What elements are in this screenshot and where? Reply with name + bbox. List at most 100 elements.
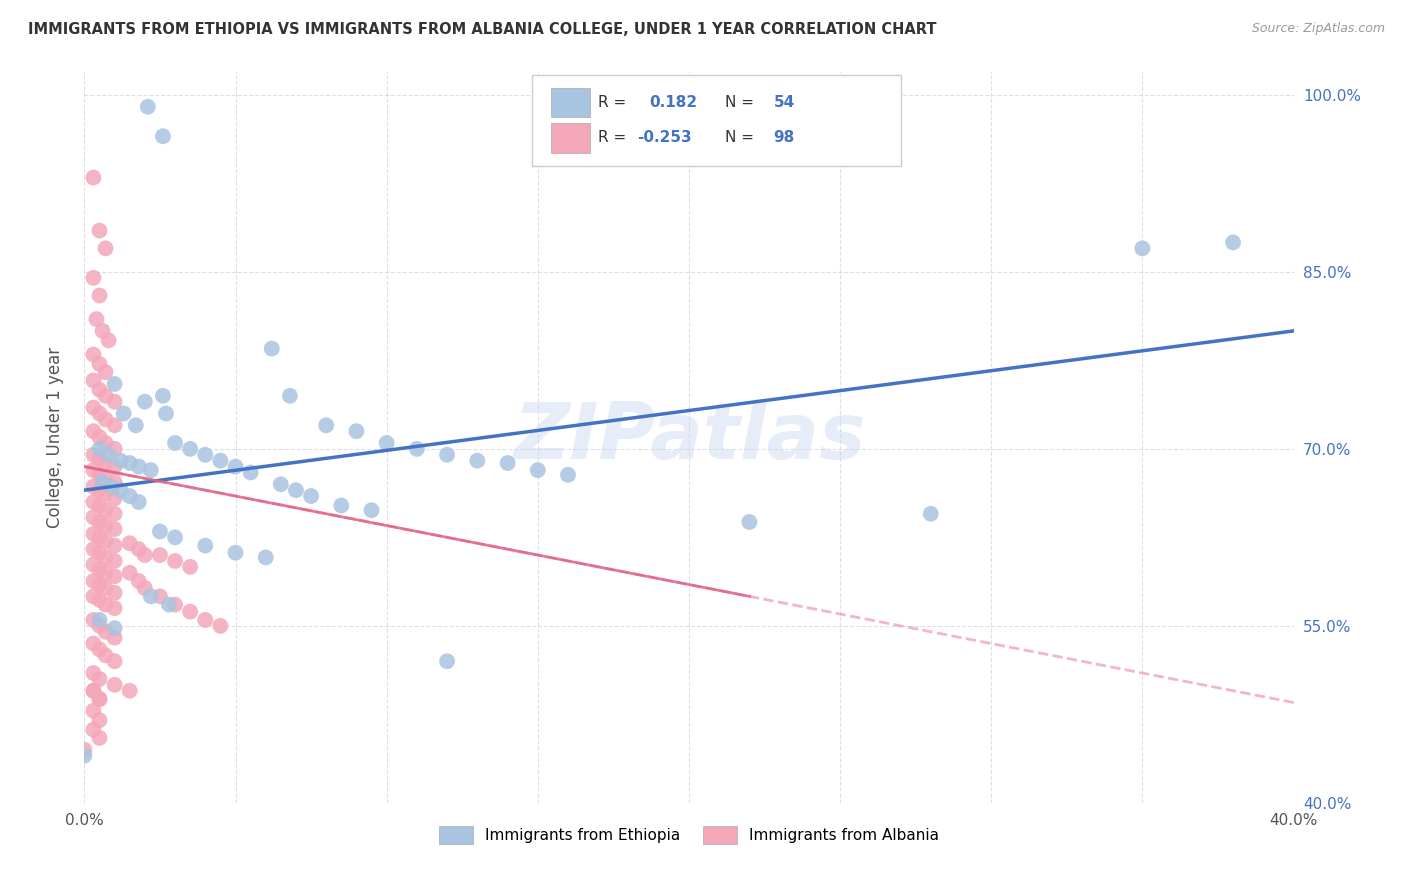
Point xyxy=(94,486,117,500)
Text: 0.182: 0.182 xyxy=(650,95,697,111)
Point xyxy=(375,436,398,450)
Point xyxy=(104,394,127,409)
Point xyxy=(94,581,117,595)
Point xyxy=(128,459,150,474)
Point xyxy=(89,442,111,456)
Point xyxy=(738,515,761,529)
Point xyxy=(89,546,111,560)
Point xyxy=(89,357,111,371)
Point xyxy=(104,539,127,553)
Point xyxy=(97,448,120,462)
Point xyxy=(194,448,217,462)
Point xyxy=(82,683,104,698)
Point xyxy=(82,170,104,185)
Point xyxy=(73,742,96,756)
Point xyxy=(496,456,519,470)
Point xyxy=(94,471,117,485)
Point xyxy=(89,692,111,706)
Point xyxy=(94,518,117,533)
Point xyxy=(104,507,127,521)
Point xyxy=(89,451,111,466)
Text: 54: 54 xyxy=(773,95,794,111)
Point xyxy=(89,713,111,727)
Point xyxy=(89,577,111,591)
Point xyxy=(94,412,117,426)
Point xyxy=(330,499,353,513)
Point xyxy=(104,442,127,456)
Point xyxy=(1222,235,1244,250)
Point xyxy=(89,467,111,482)
Point xyxy=(82,636,104,650)
Point xyxy=(165,598,187,612)
Text: R =: R = xyxy=(599,95,627,111)
Point xyxy=(225,546,247,560)
Point xyxy=(118,536,141,550)
Point xyxy=(118,456,141,470)
Point xyxy=(436,448,458,462)
Point xyxy=(104,475,127,489)
Point xyxy=(139,463,162,477)
Point xyxy=(1130,241,1153,255)
Point xyxy=(239,466,262,480)
Point xyxy=(149,590,172,604)
Text: R =: R = xyxy=(599,130,627,145)
Point xyxy=(165,530,187,544)
Text: Source: ZipAtlas.com: Source: ZipAtlas.com xyxy=(1251,22,1385,36)
Point xyxy=(89,407,111,421)
Point xyxy=(89,530,111,544)
Text: 98: 98 xyxy=(773,130,794,145)
Point xyxy=(82,542,104,557)
Text: -0.253: -0.253 xyxy=(637,130,692,145)
Point xyxy=(82,704,104,718)
Point xyxy=(89,430,111,444)
Point xyxy=(91,475,114,489)
Point xyxy=(82,448,104,462)
Point xyxy=(89,642,111,657)
Point xyxy=(557,467,579,482)
Legend: Immigrants from Ethiopia, Immigrants from Albania: Immigrants from Ethiopia, Immigrants fro… xyxy=(433,820,945,850)
Point xyxy=(104,654,127,668)
Text: N =: N = xyxy=(725,130,754,145)
Point xyxy=(194,613,217,627)
Point xyxy=(315,418,337,433)
Text: N =: N = xyxy=(725,95,754,111)
Point xyxy=(134,394,156,409)
Point xyxy=(89,562,111,576)
Point xyxy=(165,436,187,450)
Point xyxy=(94,566,117,580)
Point xyxy=(406,442,429,456)
Point xyxy=(104,522,127,536)
Point xyxy=(139,590,162,604)
Point xyxy=(89,593,111,607)
Point xyxy=(82,574,104,588)
Point xyxy=(94,456,117,470)
Point xyxy=(149,548,172,562)
Point xyxy=(82,374,104,388)
Point xyxy=(94,365,117,379)
Point xyxy=(920,507,942,521)
Point xyxy=(254,550,277,565)
Point xyxy=(94,503,117,517)
Point xyxy=(299,489,322,503)
Point xyxy=(104,418,127,433)
Point xyxy=(89,619,111,633)
Point xyxy=(89,383,111,397)
Point xyxy=(110,483,132,498)
Point xyxy=(527,463,550,477)
Point xyxy=(194,539,217,553)
Point xyxy=(118,683,141,698)
Point xyxy=(209,453,232,467)
Point xyxy=(82,526,104,541)
Point xyxy=(110,453,132,467)
Point xyxy=(82,590,104,604)
Point xyxy=(104,491,127,506)
Point xyxy=(128,542,150,557)
Point xyxy=(270,477,292,491)
FancyBboxPatch shape xyxy=(551,88,589,118)
Text: IMMIGRANTS FROM ETHIOPIA VS IMMIGRANTS FROM ALBANIA COLLEGE, UNDER 1 YEAR CORREL: IMMIGRANTS FROM ETHIOPIA VS IMMIGRANTS F… xyxy=(28,22,936,37)
Point xyxy=(104,601,127,615)
Point xyxy=(89,613,111,627)
Point xyxy=(82,270,104,285)
Point xyxy=(118,566,141,580)
Point xyxy=(89,224,111,238)
